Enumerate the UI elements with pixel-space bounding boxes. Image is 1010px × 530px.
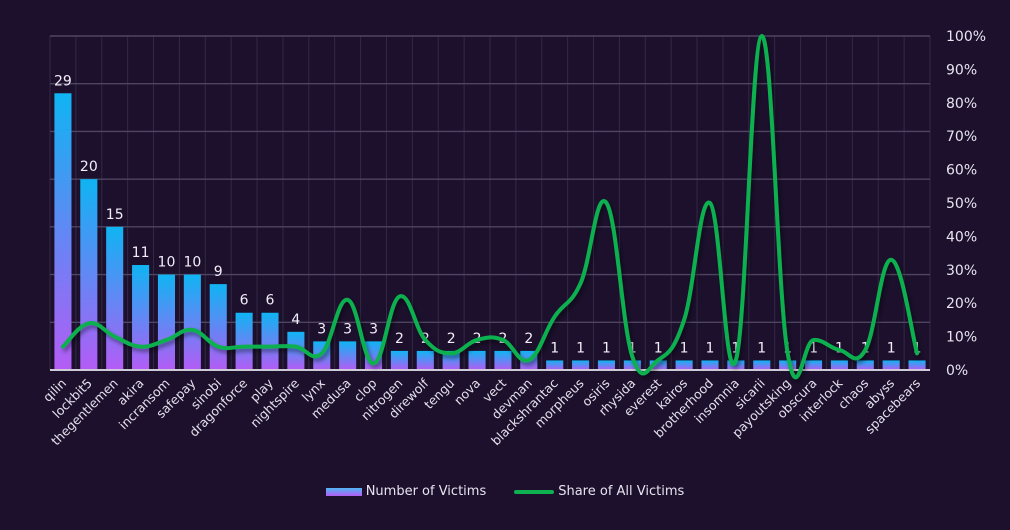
- bar-direwolf[interactable]: [416, 350, 434, 370]
- bar-sinobi[interactable]: [209, 284, 227, 370]
- bar-data-label: 1: [680, 340, 689, 356]
- y2-tick-label: 0%: [946, 363, 968, 379]
- bar-swatch-icon: [325, 487, 362, 496]
- right-axis-tick-labels: 0% 10% 20% 30% 40% 50% 60% 70% 80% 90% 100%: [946, 29, 986, 379]
- bar-data-label: 20: [80, 159, 98, 175]
- bar-tengu[interactable]: [442, 350, 460, 370]
- bar-data-label: 1: [706, 340, 715, 356]
- bar-safepay[interactable]: [183, 274, 201, 370]
- line-swatch-icon: [514, 489, 555, 494]
- bar-data-label: 1: [757, 340, 766, 356]
- y2-tick-label: 40%: [946, 229, 977, 245]
- bar-data-label: 1: [654, 340, 663, 356]
- y2-tick-label: 20%: [946, 296, 977, 312]
- bar-spacebears[interactable]: [908, 360, 926, 370]
- share-line-series: [60, 33, 920, 380]
- bar-data-label: 11: [132, 245, 150, 261]
- share-line[interactable]: [60, 33, 920, 380]
- y2-tick-label: 80%: [946, 96, 977, 112]
- bar-data-label: 1: [628, 340, 637, 356]
- x-tick-label: tengu: [421, 376, 457, 412]
- bar-thegentlemen[interactable]: [106, 226, 124, 370]
- bar-play[interactable]: [261, 312, 279, 370]
- bar-osiris[interactable]: [597, 360, 616, 370]
- bar-medusa[interactable]: [339, 341, 357, 370]
- bar-data-label: 6: [266, 293, 275, 309]
- bar-dragonforce[interactable]: [235, 312, 253, 370]
- bar-nightspire[interactable]: [287, 331, 305, 370]
- y2-tick-label: 10%: [946, 330, 977, 346]
- bar-data-label: 29: [54, 73, 72, 89]
- bar-kairos[interactable]: [675, 360, 693, 370]
- y2-tick-label: 50%: [946, 196, 977, 212]
- bar-brotherhood[interactable]: [701, 360, 719, 370]
- bar-morpheus[interactable]: [572, 360, 590, 370]
- y2-tick-label: 100%: [946, 29, 986, 45]
- bar-blackshrantac[interactable]: [546, 360, 564, 370]
- legend-label-share: Share of All Victims: [558, 484, 685, 499]
- vertical-gridlines: [49, 36, 931, 370]
- bar-data-label: 3: [317, 321, 326, 337]
- bar-data-label: 10: [158, 255, 176, 271]
- legend-item-victims[interactable]: Number of Victims: [325, 484, 487, 499]
- bar-data-label: 2: [395, 331, 404, 347]
- bar-akira[interactable]: [132, 265, 150, 370]
- legend-label-victims: Number of Victims: [365, 484, 487, 499]
- bar-vect[interactable]: [494, 350, 512, 370]
- bar-payoutsking[interactable]: [779, 360, 797, 370]
- legend-item-share[interactable]: Share of All Victims: [514, 484, 684, 499]
- bar-data-label: 1: [731, 340, 740, 356]
- bar-insomnia[interactable]: [727, 360, 745, 370]
- bar-data-label: 1: [602, 340, 611, 356]
- bar-data-label: 2: [524, 331, 533, 347]
- horizontal-gridlines: [50, 35, 930, 323]
- bar-qilin[interactable]: [54, 93, 72, 370]
- x-tick-label: nova: [451, 376, 483, 408]
- bar-chaos[interactable]: [856, 360, 874, 370]
- bar-data-label: 3: [369, 321, 378, 337]
- bar-data-label: 4: [291, 312, 300, 328]
- bar-data-label: 3: [343, 321, 352, 337]
- bar-lockbit5[interactable]: [80, 179, 98, 370]
- bar-data-label: 15: [106, 207, 124, 223]
- bar-data-label: 6: [240, 293, 249, 309]
- y2-tick-label: 60%: [946, 163, 977, 179]
- bar-everest[interactable]: [649, 360, 667, 370]
- bar-data-label: 10: [183, 255, 201, 271]
- bar-data-label: 1: [809, 340, 818, 356]
- bar-sicarii[interactable]: [753, 360, 771, 370]
- bar-nitrogen[interactable]: [390, 350, 408, 370]
- bar-data-label: 1: [576, 340, 585, 356]
- legend: Number of Victims Share of All Victims: [0, 484, 1010, 499]
- y2-tick-label: 90%: [946, 62, 977, 78]
- bar-data-label: 1: [550, 340, 559, 356]
- bar-nova[interactable]: [468, 350, 486, 370]
- y2-tick-label: 70%: [946, 129, 977, 145]
- bar-data-label: 9: [214, 264, 223, 280]
- x-axis-tick-labels: qilinlockbit5thegentlemenakiraincransoms…: [40, 375, 923, 448]
- bar-rhysida[interactable]: [623, 360, 641, 370]
- bar-data-label: 2: [447, 331, 456, 347]
- bar-incransom[interactable]: [157, 274, 176, 370]
- y2-tick-label: 30%: [946, 263, 977, 279]
- bar-obscura[interactable]: [804, 360, 823, 370]
- bar-abyss[interactable]: [882, 360, 900, 370]
- bar-data-label: 1: [887, 340, 896, 356]
- bar-interlock[interactable]: [830, 360, 848, 370]
